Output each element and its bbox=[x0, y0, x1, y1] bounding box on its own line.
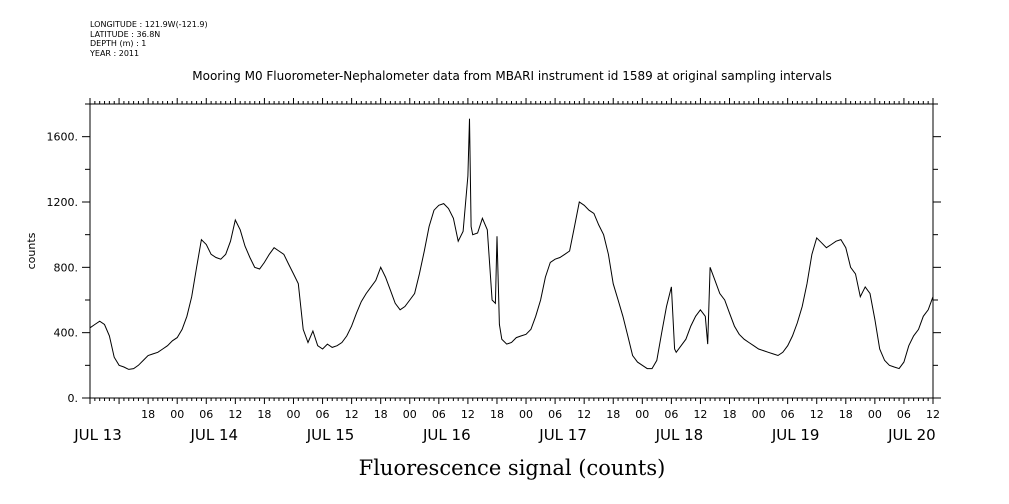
x-hour-label: 00 bbox=[286, 408, 300, 421]
x-hour-label: 06 bbox=[316, 408, 330, 421]
x-hour-label: 00 bbox=[752, 408, 766, 421]
depth-text: DEPTH (m) : 1 bbox=[90, 39, 147, 48]
x-hour-label: 00 bbox=[170, 408, 184, 421]
x-day-label: JUL 17 bbox=[538, 426, 587, 444]
x-day-label: JUL 18 bbox=[655, 426, 704, 444]
x-tick-labels: 18 00 06 12 18 00 06 12 18 00 06 12 18 00 06 12 18 00 06 12… bbox=[73, 408, 940, 444]
x-hour-label: 06 bbox=[432, 408, 446, 421]
y-tick-label: 1200. bbox=[47, 196, 79, 209]
x-hour-label: 18 bbox=[839, 408, 853, 421]
x-hour-label: 18 bbox=[606, 408, 620, 421]
x-hour-label: 12 bbox=[810, 408, 824, 421]
x-day-label: JUL 20 bbox=[887, 426, 936, 444]
x-hour-label: 12 bbox=[345, 408, 359, 421]
x-hour-label: 18 bbox=[257, 408, 271, 421]
x-day-label: JUL 16 bbox=[422, 426, 471, 444]
y-tick-label: 800. bbox=[54, 261, 79, 274]
x-hour-label: 12 bbox=[577, 408, 591, 421]
x-hour-label: 12 bbox=[461, 408, 475, 421]
x-hour-label: 00 bbox=[868, 408, 882, 421]
y-tick-label: 400. bbox=[54, 327, 79, 340]
x-hour-label: 12 bbox=[926, 408, 940, 421]
y-tick-label: 0. bbox=[68, 392, 79, 405]
x-hour-label: 12 bbox=[693, 408, 707, 421]
x-hour-label: 18 bbox=[141, 408, 155, 421]
x-day-label: JUL 14 bbox=[189, 426, 238, 444]
x-hour-label: 18 bbox=[723, 408, 737, 421]
x-hour-label: 00 bbox=[403, 408, 417, 421]
plot-frame bbox=[89, 103, 934, 399]
x-hour-label: 18 bbox=[490, 408, 504, 421]
longitude-text: LONGITUDE : 121.9W(-121.9) bbox=[90, 20, 208, 29]
latitude-text: LATITUDE : 36.8N bbox=[90, 29, 161, 39]
x-hour-label: 00 bbox=[519, 408, 533, 421]
y-axis-label: counts bbox=[25, 232, 38, 269]
y-tick-label: 1600. bbox=[47, 131, 79, 144]
x-hour-label: 00 bbox=[635, 408, 649, 421]
y-tick-labels: 0. 400. 800. 1200. 1600. bbox=[47, 131, 79, 405]
x-hour-label: 06 bbox=[548, 408, 562, 421]
x-day-label: JUL 15 bbox=[306, 426, 355, 444]
x-day-label: JUL 19 bbox=[771, 426, 820, 444]
x-hour-label: 06 bbox=[664, 408, 678, 421]
axis-ticks bbox=[82, 98, 941, 404]
x-hour-label: 06 bbox=[781, 408, 795, 421]
x-hour-label: 12 bbox=[228, 408, 242, 421]
station-metadata: LONGITUDE : 121.9W(-121.9) LATITUDE : 36… bbox=[90, 20, 208, 58]
x-hour-label: 18 bbox=[374, 408, 388, 421]
x-hour-label: 06 bbox=[897, 408, 911, 421]
x-hour-label: 06 bbox=[199, 408, 213, 421]
fluorescence-series-line bbox=[89, 118, 934, 370]
x-day-label: JUL 13 bbox=[73, 426, 122, 444]
x-axis-label: Fluorescence signal (counts) bbox=[359, 456, 666, 480]
chart-title: Mooring M0 Fluorometer-Nephalometer data… bbox=[192, 69, 832, 83]
year-text: YEAR : 2011 bbox=[90, 48, 140, 58]
